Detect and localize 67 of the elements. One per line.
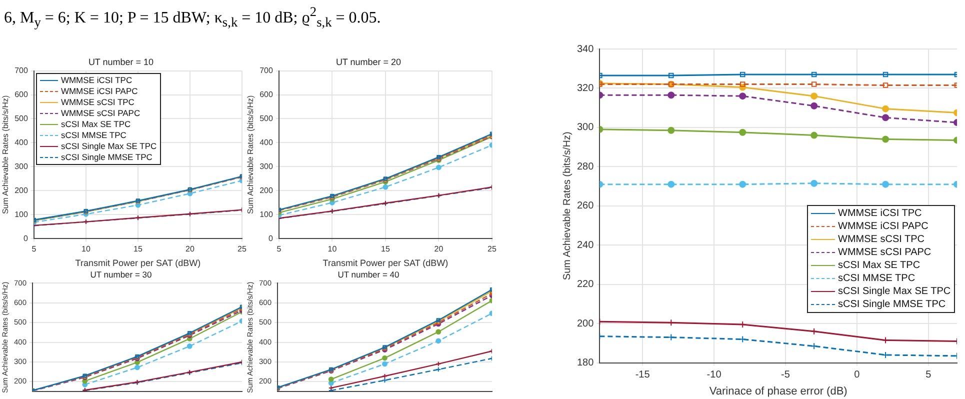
legend-label: sCSI Single Max SE TPC [838,284,951,298]
legend-label: sCSI Max SE TPC [838,258,920,272]
x-tick-label: 20 [434,244,444,254]
y-tick-label: 100 [260,210,274,219]
y-tick-label: 220 [576,279,594,290]
x-tick-label: -15 [635,370,650,381]
x-axis-title: Transmit Power per SAT (dBW) [75,258,201,268]
y-tick-label: 500 [14,114,28,123]
chart-title: UT number = 30 [90,269,152,280]
legend-label: sCSI Max SE TPC [60,118,131,130]
chart-title: UT number = 20 [336,56,402,67]
x-tick-label: 15 [134,244,143,254]
legend-label: WMMSE iCSI TPC [60,74,132,86]
x-tick-label: 0 [854,370,860,381]
x-tick-label: 10 [82,244,91,254]
x-axis-title: Transmit Power per SAT (dBW) [322,258,448,268]
y-tick-label: 200 [576,318,594,330]
y-tick-label: 340 [576,44,594,55]
x-tick-label: 5 [276,244,282,254]
legend-label: WMMSE sCSI TPC [60,96,134,108]
y-tick-label: 0 [268,234,274,243]
y-tick-label: 300 [14,162,28,171]
x-tick-label: 15 [381,244,390,254]
y-tick-label: 200 [260,186,274,195]
y-tick-label: 500 [260,114,274,123]
y-tick-label: 240 [576,240,594,251]
y-tick-label: 600 [14,90,28,99]
y-axis-title: Sum Achievable Rates (bits/s/Hz) [562,132,573,280]
legend-label: sCSI Single MMSE TPC [60,152,152,164]
x-tick-label: -5 [781,370,790,381]
y-axis-title: Sum Achievable Rates (bits/s/Hz) [246,95,256,214]
x-tick-label: 20 [186,244,195,254]
legend-label: sCSI MMSE TPC [60,130,126,142]
y-tick-label: 320 [576,82,594,94]
y-tick-label: 600 [260,90,274,99]
legend-label: WMMSE sCSI PAPC [60,108,140,119]
x-tick-label: 25 [238,244,247,254]
x-tick-label: 25 [488,244,497,254]
y-tick-label: 400 [260,138,274,147]
y-tick-label: 260 [576,200,594,212]
y-tick-label: 700 [14,66,28,76]
x-tick-label: -10 [706,370,722,381]
chart-title: UT number = 10 [88,56,154,67]
legend-label: WMMSE iCSI PAPC [60,86,138,97]
legend-label: WMMSE sCSI TPC [838,232,924,246]
y-tick-label: 300 [576,122,594,134]
x-tick-label: 5 [926,370,932,381]
y-tick-label: 300 [260,162,274,171]
legend-label: WMMSE iCSI PAPC [838,220,928,233]
x-axis-title: Varinace of phase error (dB) [709,385,848,398]
y-tick-label: 700 [260,66,274,76]
y-axis-title: Sum Achievable Rates (bits/s/Hz) [1,95,10,214]
chart-title: UT number = 40 [338,269,400,280]
y-tick-label: 100 [14,210,28,219]
y-tick-label: 400 [14,138,28,147]
legend-label: WMMSE iCSI TPC [838,206,922,220]
y-tick-label: 0 [23,234,28,243]
legend-label: sCSI Single MMSE TPC [838,298,946,311]
legend-label: WMMSE sCSI PAPC [838,246,932,259]
x-tick-label: 5 [32,244,37,254]
y-tick-label: 200 [14,186,28,195]
legend-label: sCSI MMSE TPC [838,272,916,285]
text: 6, M$_{y}$ = 6; K = 10; P = 15 dBW; κ$_{s,k}$ = 10 dB; ϱ$^{2}$$_{s,k}$ = 0.05. [3,3,382,31]
legend-label: sCSI Single Max SE TPC [60,141,157,152]
y-tick-label: 180 [576,358,594,369]
y-tick-label: 280 [576,161,594,172]
x-tick-label: 10 [328,244,338,254]
